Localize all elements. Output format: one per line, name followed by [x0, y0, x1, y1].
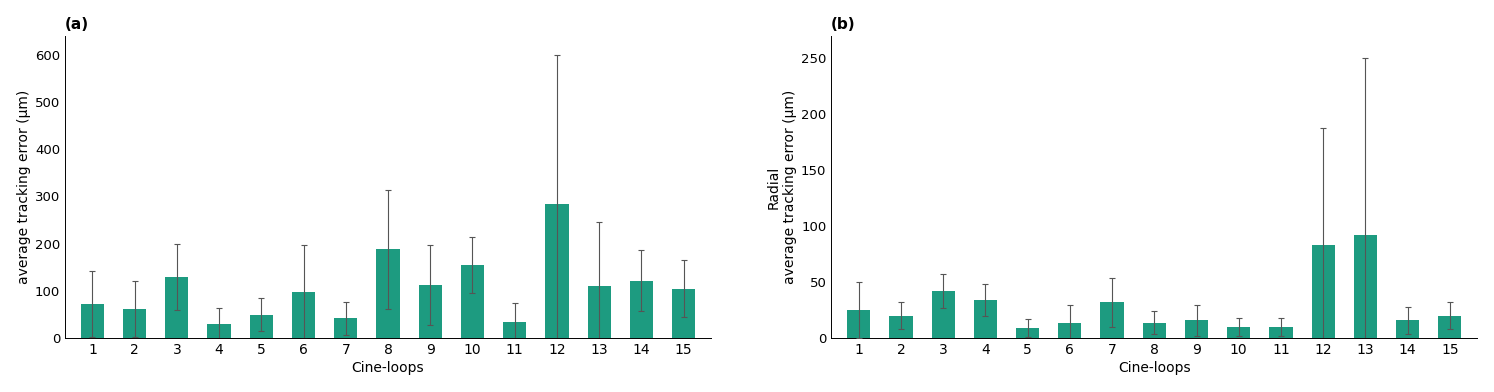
- Bar: [672, 289, 695, 338]
- Bar: [1227, 327, 1250, 338]
- Y-axis label: Radial
average tracking error (μm): Radial average tracking error (μm): [766, 90, 796, 284]
- Bar: [1439, 316, 1461, 338]
- X-axis label: Cine-loops: Cine-loops: [1118, 361, 1191, 375]
- Bar: [1312, 245, 1334, 338]
- Bar: [1354, 235, 1377, 338]
- Bar: [932, 291, 955, 338]
- Bar: [630, 281, 653, 338]
- Bar: [1143, 323, 1165, 338]
- Bar: [889, 316, 913, 338]
- Bar: [587, 286, 611, 338]
- Bar: [291, 292, 315, 338]
- Bar: [460, 265, 484, 338]
- Bar: [545, 205, 569, 338]
- Bar: [123, 309, 146, 338]
- Bar: [1101, 303, 1123, 338]
- Bar: [1016, 328, 1040, 338]
- Bar: [81, 304, 105, 338]
- Bar: [1270, 327, 1292, 338]
- Text: (a): (a): [64, 17, 90, 32]
- Bar: [1185, 320, 1209, 338]
- Bar: [166, 277, 188, 338]
- X-axis label: Cine-loops: Cine-loops: [351, 361, 424, 375]
- Bar: [249, 315, 273, 338]
- Text: (b): (b): [831, 17, 856, 32]
- Bar: [376, 249, 399, 338]
- Bar: [847, 310, 871, 338]
- Bar: [503, 322, 526, 338]
- Bar: [1395, 320, 1419, 338]
- Bar: [335, 318, 357, 338]
- Y-axis label: average tracking error (μm): average tracking error (μm): [16, 90, 31, 284]
- Bar: [418, 285, 442, 338]
- Bar: [1058, 323, 1082, 338]
- Bar: [974, 300, 996, 338]
- Bar: [208, 324, 230, 338]
